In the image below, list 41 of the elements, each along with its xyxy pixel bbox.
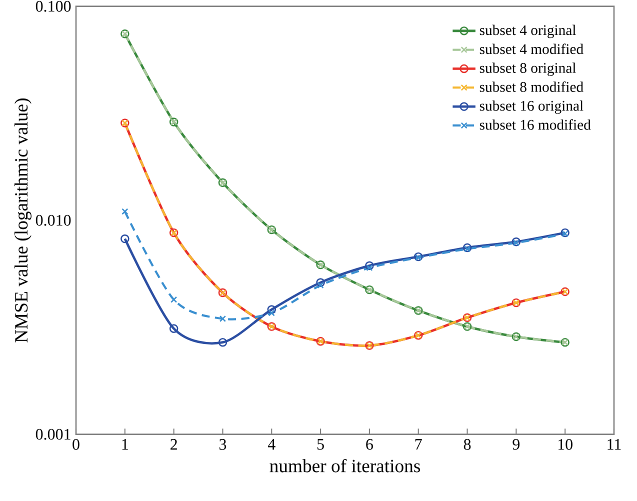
- point: [560, 228, 570, 238]
- y-axis-title: NMSE value (logarithmic value): [14, 98, 32, 342]
- x-tick-label: 5: [317, 439, 324, 450]
- point: [316, 278, 325, 287]
- x-tick-label: 10: [558, 439, 572, 450]
- x-tick-label: 9: [512, 439, 520, 450]
- legend-label: subset 16 modified: [480, 119, 591, 130]
- point: [267, 305, 276, 314]
- point: [268, 310, 275, 316]
- point: [122, 208, 128, 215]
- x-tick-label: 1: [122, 439, 128, 450]
- point: [169, 324, 178, 333]
- point: [120, 234, 130, 244]
- y-tick-label: 0.010: [36, 214, 71, 226]
- legend-label: subset 8 modified: [480, 81, 584, 92]
- x-axis-title: number of iterations: [270, 458, 420, 472]
- legend-label: subset 8 original: [480, 62, 576, 76]
- x-tick-label: 2: [170, 439, 177, 450]
- point: [366, 264, 373, 272]
- point: [512, 240, 520, 246]
- x-tick-label: 0: [72, 439, 80, 450]
- legend-label: subset 4 modified: [480, 44, 584, 54]
- y-tick-label: 0.001: [36, 428, 70, 440]
- point: [512, 237, 521, 246]
- legend-label: subset 16 original: [480, 100, 584, 114]
- point: [562, 230, 568, 238]
- x-tick-label: 11: [608, 439, 621, 450]
- x-tick-label: 6: [366, 439, 373, 450]
- x-tick-label: 3: [220, 439, 226, 450]
- point: [464, 246, 471, 252]
- point: [462, 243, 472, 252]
- point: [317, 282, 324, 289]
- x-tick-label: 7: [415, 439, 422, 450]
- x-tick-label: 8: [464, 439, 471, 450]
- x-tick-label: 4: [268, 439, 276, 450]
- point: [219, 315, 226, 322]
- y-tick-label: 0.100: [36, 0, 71, 12]
- legend-label: subset 4 original: [480, 24, 576, 38]
- point: [170, 296, 178, 303]
- point: [365, 261, 374, 270]
- point: [218, 338, 228, 347]
